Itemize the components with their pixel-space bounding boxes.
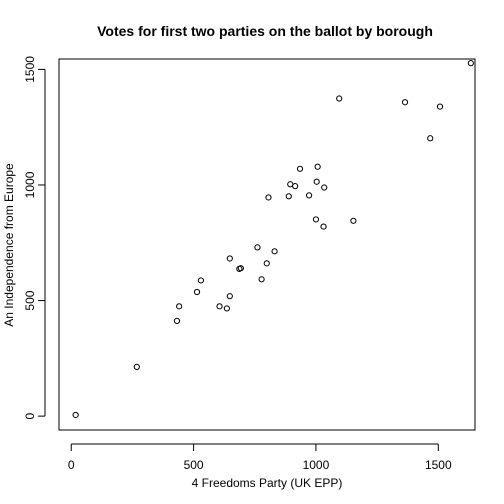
data-point: [285, 193, 292, 200]
data-point: [467, 60, 474, 67]
x-tick-label: 500: [184, 458, 204, 472]
data-point: [321, 184, 328, 191]
data-point: [197, 277, 205, 284]
data-point: [263, 260, 270, 267]
data-point: [436, 103, 444, 110]
data-point: [336, 95, 343, 102]
data-point: [271, 248, 278, 255]
x-tick-label: 0: [68, 458, 75, 472]
y-tick-label: 1000: [23, 171, 37, 198]
data-point: [133, 363, 140, 370]
data-point: [305, 192, 313, 199]
data-point: [193, 288, 201, 296]
data-point: [320, 223, 327, 230]
x-tick-label: 1000: [303, 458, 330, 472]
x-axis-label: 4 Freedoms Party (UK EPP): [192, 476, 343, 490]
data-point: [223, 305, 230, 312]
data-point: [350, 217, 357, 224]
data-point: [226, 255, 233, 262]
y-tick-label: 500: [23, 290, 37, 310]
data-point: [72, 411, 79, 419]
data-point: [265, 194, 272, 201]
y-tick-label: 1500: [23, 56, 37, 83]
data-point: [312, 216, 320, 223]
data-point: [313, 178, 320, 185]
data-point: [314, 163, 321, 170]
y-tick-label: 0: [23, 412, 37, 419]
data-point: [401, 99, 409, 106]
data-point: [292, 183, 299, 190]
data-points: [72, 60, 474, 419]
data-point: [427, 135, 434, 142]
data-point: [258, 276, 265, 283]
y-axis: 0 500 1000 1500: [23, 56, 46, 419]
data-point: [173, 317, 181, 324]
data-point: [216, 303, 223, 310]
y-axis-label: An Independence from Europe: [2, 163, 16, 327]
data-point: [237, 265, 244, 272]
data-point: [296, 165, 304, 172]
data-point: [226, 293, 233, 300]
chart-title: Votes for first two parties on the ballo…: [97, 23, 433, 39]
data-point: [254, 244, 261, 251]
x-axis: 0 500 1000 1500: [68, 443, 452, 472]
x-tick-label: 1500: [425, 458, 452, 472]
plot-frame: [58, 58, 476, 431]
data-point: [176, 303, 183, 310]
